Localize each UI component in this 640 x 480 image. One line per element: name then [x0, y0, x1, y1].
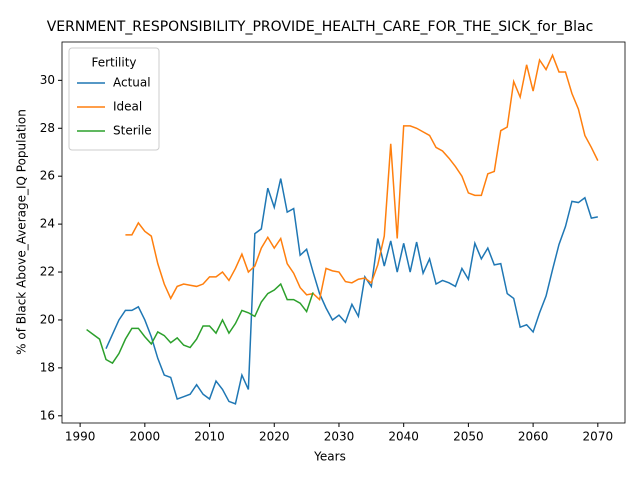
x-tick-label: 2040	[388, 430, 419, 444]
x-tick-label: 2020	[259, 430, 290, 444]
legend-label: Ideal	[113, 100, 142, 114]
legend-label: Actual	[113, 76, 151, 90]
x-tick-label: 2070	[583, 430, 614, 444]
y-tick-label: 18	[40, 360, 55, 374]
line-series	[105, 178, 598, 405]
y-tick-label: 22	[40, 265, 55, 279]
y-axis-label: % of Black Above_Average_IQ Population	[15, 109, 29, 355]
legend-title: Fertility	[91, 56, 136, 70]
y-tick-label: 30	[40, 73, 55, 87]
x-tick-label: 2010	[194, 430, 225, 444]
x-tick-label: 2000	[130, 430, 161, 444]
plot-frame	[61, 41, 626, 424]
y-tick-label: 20	[40, 312, 55, 326]
y-tick-label: 28	[40, 121, 55, 135]
x-tick-label: 2030	[324, 430, 355, 444]
line-series	[125, 53, 599, 302]
x-tick-label: 2050	[453, 430, 484, 444]
y-tick-label: 16	[40, 408, 55, 422]
x-tick-label: 1990	[65, 430, 96, 444]
legend-label: Sterile	[113, 124, 152, 138]
legend-box	[68, 47, 160, 151]
y-tick-label: 24	[40, 217, 55, 231]
line-series	[86, 282, 314, 365]
chart-title: VERNMENT_RESPONSIBILITY_PROVIDE_HEALTH_C…	[47, 19, 594, 35]
x-axis-label: Years	[313, 450, 346, 464]
x-tick-label: 2060	[518, 430, 549, 444]
y-tick-label: 26	[40, 169, 55, 183]
